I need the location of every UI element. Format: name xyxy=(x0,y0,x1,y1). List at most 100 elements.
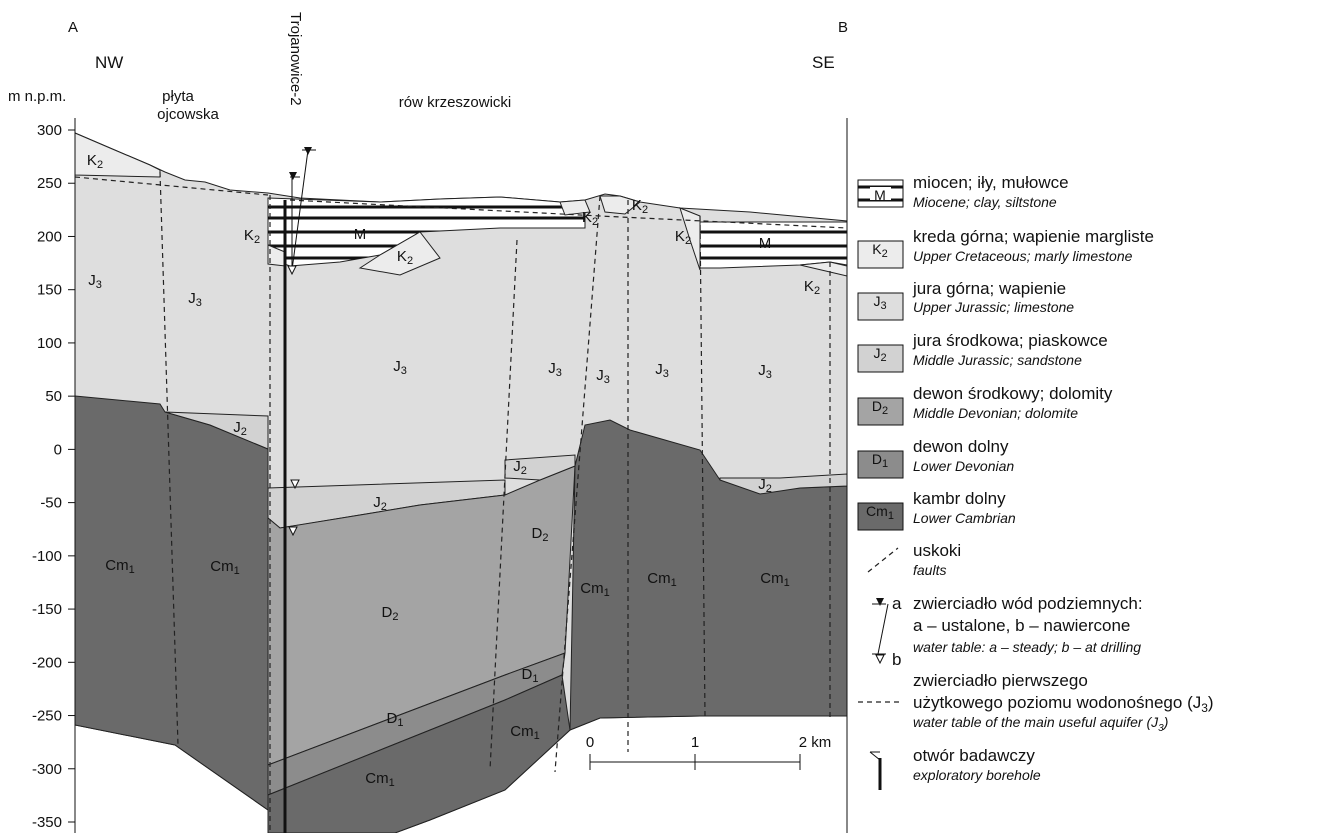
symbol-sub: 1 xyxy=(234,565,240,577)
y-tick-label: 250 xyxy=(37,175,62,192)
legend-text: użytkowego poziomu wodonośnego (J xyxy=(913,693,1201,712)
legend-text: Middle Jurassic; sandstone xyxy=(913,352,1082,368)
symbol-sub: 1 xyxy=(604,587,610,599)
symbol-sub: 2 xyxy=(642,204,648,216)
legend-text: Miocene; clay, siltstone xyxy=(913,194,1057,210)
symbol-base: J xyxy=(596,367,604,384)
legend-text: zwierciadło pierwszego xyxy=(913,671,1088,690)
layer-label: M xyxy=(354,226,367,243)
region-label: ojcowska xyxy=(157,106,219,123)
symbol-sub: 3 xyxy=(96,279,102,291)
symbol-sub: 1 xyxy=(129,564,135,576)
symbol-base: K xyxy=(804,278,814,295)
symbol-sub: 2 xyxy=(766,483,772,495)
legend-text: exploratory borehole xyxy=(913,767,1041,783)
symbol-base: D xyxy=(522,666,533,683)
symbol-sub: 1 xyxy=(389,777,395,789)
symbol-sub: 3 xyxy=(663,368,669,380)
symbol-base: K xyxy=(632,197,642,214)
legend-text: water table: a – steady; b – at drilling xyxy=(913,639,1141,655)
symbol-sub: 1 xyxy=(534,730,540,742)
symbol-sub: 3 xyxy=(604,374,610,386)
symbol-sub: 2 xyxy=(685,235,691,247)
legend-text: water table of the main useful aquifer (… xyxy=(913,714,1159,730)
legend-text: zwierciadło wód podziemnych: xyxy=(913,594,1143,613)
cm1-layer xyxy=(75,396,268,810)
symbol-sub: 3 xyxy=(196,297,202,309)
legend-text: uskoki xyxy=(913,541,961,560)
legend-text: dewon środkowy; dolomity xyxy=(913,384,1113,403)
symbol-sub: 1 xyxy=(888,510,894,522)
symbol-sub: 2 xyxy=(97,159,103,171)
symbol-sub: 3 xyxy=(766,369,772,381)
legend-text: Middle Devonian; dolomite xyxy=(913,405,1078,421)
symbol-base: J xyxy=(758,362,766,379)
region-label: płyta xyxy=(162,88,194,105)
y-tick-label: -50 xyxy=(40,495,62,512)
symbol-base: K xyxy=(244,227,254,244)
axis-title: m n.p.m. xyxy=(8,88,66,105)
end-label: B xyxy=(838,19,848,36)
symbol-sub: 2 xyxy=(882,248,888,260)
legend-text: użytkowego poziomu wodonośnego (J3) xyxy=(913,693,1214,715)
symbol-sub: 3 xyxy=(880,300,886,312)
symbol-base: D xyxy=(872,398,882,414)
end-label: A xyxy=(68,19,78,36)
symbol-base: Cm xyxy=(510,723,533,740)
y-tick-label: 150 xyxy=(37,282,62,299)
y-tick-label: -250 xyxy=(32,708,62,725)
legend-text: Upper Cretaceous; marly limestone xyxy=(913,248,1133,264)
cross-section: 300250200150100500-50-100-150-200-250-30… xyxy=(0,0,1337,833)
symbol-sub: 2 xyxy=(814,285,820,297)
legend-mark: a xyxy=(892,594,902,613)
symbol-sub: 1 xyxy=(397,717,403,729)
y-tick-label: 100 xyxy=(37,335,62,352)
symbol-sub: 2 xyxy=(880,352,886,364)
symbol-sub: 1 xyxy=(671,577,677,589)
legend-text: kambr dolny xyxy=(913,489,1006,508)
symbol-base: J xyxy=(373,494,381,511)
legend-text: exploratory borehole xyxy=(913,767,1041,783)
y-tick-label: 50 xyxy=(45,388,62,405)
y-tick-label: -350 xyxy=(32,814,62,831)
symbol-base: Cm xyxy=(580,580,603,597)
symbol-base: J xyxy=(758,476,766,493)
legend-symbol: M xyxy=(874,187,886,203)
legend-text: water table: a – steady; b – at drilling xyxy=(913,639,1141,655)
legend-text: ) xyxy=(1208,693,1214,712)
symbol-base: J xyxy=(548,360,556,377)
symbol-base: D xyxy=(532,525,543,542)
legend-text: faults xyxy=(913,562,946,578)
y-tick-label: -150 xyxy=(32,601,62,618)
legend-text: Lower Devonian xyxy=(913,458,1014,474)
symbol-base: J xyxy=(655,361,663,378)
direction: SE xyxy=(812,53,835,72)
legend-text: Upper Jurassic; limestone xyxy=(913,299,1074,315)
symbol-sub: 2 xyxy=(254,234,260,246)
symbol-sub: 1 xyxy=(882,458,888,470)
symbol-base: K xyxy=(675,228,685,245)
legend-text: Miocene; clay, siltstone xyxy=(913,194,1057,210)
y-ticks: 300250200150100500-50-100-150-200-250-30… xyxy=(32,122,75,831)
legend-text: dewon dolny xyxy=(913,437,1009,456)
y-tick-label: -300 xyxy=(32,761,62,778)
symbol-base: Cm xyxy=(210,558,233,575)
symbol-base: J xyxy=(88,272,96,289)
symbol-base: K xyxy=(397,248,407,265)
legend-text: Middle Jurassic; sandstone xyxy=(913,352,1082,368)
legend-text: Upper Cretaceous; marly limestone xyxy=(913,248,1133,264)
symbol-base: Cm xyxy=(105,557,128,574)
legend-text: jura środkowa; piaskowce xyxy=(912,331,1108,350)
symbol-base: M xyxy=(354,226,367,243)
y-tick-label: -200 xyxy=(32,654,62,671)
symbol-sub: 2 xyxy=(542,532,548,544)
legend-text: kreda górna; wapienie margliste xyxy=(913,227,1154,246)
symbol-base: K xyxy=(87,152,97,169)
symbol-sub: 2 xyxy=(241,426,247,438)
symbol-sub: 3 xyxy=(556,367,562,379)
legend-text: Lower Cambrian xyxy=(913,510,1016,526)
legend-text: jura górna; wapienie xyxy=(912,279,1066,298)
symbol-sub: 1 xyxy=(784,577,790,589)
symbol-base: K xyxy=(582,209,592,226)
